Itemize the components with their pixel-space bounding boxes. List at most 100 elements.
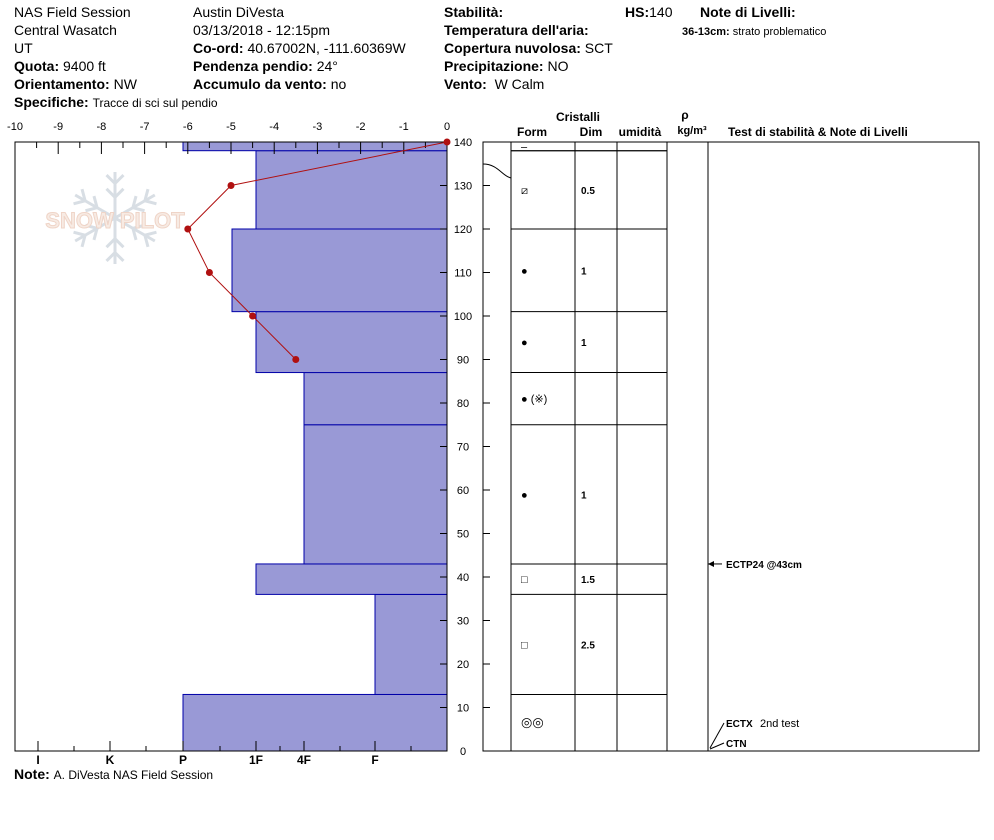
tests-header: Test di stabilità & Note di Livelli (728, 125, 908, 139)
depth-tick-label: 70 (457, 442, 469, 454)
temperature-point (249, 312, 257, 320)
snowflake-branch (85, 223, 98, 230)
layer-form: ● (521, 489, 528, 501)
layer-connector (482, 163, 512, 179)
test-arrow (709, 722, 725, 749)
snowflake-arm (114, 216, 156, 243)
snowflake-branch (144, 230, 157, 237)
snowflake-branch (131, 227, 138, 241)
layer-form: ● (521, 265, 528, 277)
aspect-label: Orientamento: (14, 76, 110, 92)
layer-size: 1 (581, 266, 587, 277)
slope-label: Pendenza pendio: (193, 58, 313, 74)
temperature-point (227, 182, 235, 189)
layer-rows: – ⧄ 0.5 ● 1 ● 1 ● (※) ● 1 □ 1.5 □ 2.5 ◎◎ (511, 141, 667, 730)
snowflake-arm (74, 193, 116, 220)
hardness-axis: I K P 1F 4F F (36, 741, 412, 767)
hardness-layer (374, 593, 448, 695)
temp-tick-label: 0 (444, 121, 450, 133)
snowflake-branch (105, 173, 117, 185)
snowflake-branch (80, 188, 87, 202)
temp-tick-label: -10 (7, 121, 23, 133)
moisture-header: umidità (619, 125, 662, 139)
snowflake-branch (131, 195, 138, 209)
layer-size: 1.5 (581, 575, 595, 586)
temp-tick-label: -5 (226, 121, 236, 133)
cloud-value: SCT (584, 40, 613, 56)
layer-note: 36-13cm: strato problematico (682, 24, 826, 41)
layer-form: □ (521, 639, 528, 651)
elevation: Quota: 9400 ft (14, 58, 106, 75)
wind-loading: Accumulo da vento: no (193, 76, 346, 93)
layer-form: ● (※) (521, 394, 547, 406)
hardness-layer (255, 563, 448, 595)
snowflake-arm (74, 216, 116, 243)
watermark-text: SNOW PILOT (45, 208, 185, 233)
snowflake-branch (73, 199, 86, 206)
snowflake-branch (113, 251, 125, 263)
layer-size: 1 (581, 338, 587, 349)
snowflake-branch (85, 206, 98, 213)
hardness-layer (182, 693, 448, 752)
form-header: Form (517, 125, 547, 139)
crystals-header: Cristalli (556, 110, 600, 124)
test-arrow (709, 742, 725, 750)
snowflake-branch (132, 223, 145, 230)
depth-tick-label: 50 (457, 529, 469, 541)
depth-tick-label: 120 (454, 224, 472, 236)
hardness-layer (182, 141, 448, 152)
layer-size: 1 (581, 490, 587, 501)
temp-tick-label: -4 (269, 121, 279, 133)
snowflake-icon (73, 172, 157, 264)
test-extra: 2nd test (760, 718, 799, 730)
snowflake-branch (113, 237, 125, 249)
temp-tick-label: -1 (399, 121, 409, 133)
depth-tick-label: 140 (454, 137, 472, 149)
depth-tick-label: 60 (457, 485, 469, 497)
snowflake-branch (143, 188, 150, 202)
wind-label: Vento: (444, 76, 487, 92)
hs: HS:140 (625, 4, 672, 21)
depth-axis: 0 10 20 30 40 50 60 70 80 90 100 110 120 130 140 (440, 137, 490, 758)
hardness-tick-label: K (106, 753, 115, 767)
footer-note: Note: A. DiVesta NAS Field Session (14, 766, 213, 784)
specifics: Specifiche: Tracce di sci sul pendio (14, 94, 218, 112)
temp-tick-label: -2 (356, 121, 366, 133)
rho-header: ρ (681, 108, 688, 122)
hardness-tick-label: P (179, 753, 187, 767)
layer-form: ● (521, 337, 528, 349)
temp-tick-label: -8 (97, 121, 107, 133)
depth-tick-label: 20 (457, 659, 469, 671)
temp-tick-label: -9 (53, 121, 63, 133)
temperature-point (443, 138, 451, 146)
precip-value: NO (547, 58, 569, 74)
table-border (482, 141, 980, 752)
coord-value: 40.67002N, -111.60369W (247, 40, 406, 56)
coordinates: Co-ord: 40.67002N, -111.60369W (193, 40, 406, 57)
test-label: ECTP24 @43cm (726, 560, 802, 571)
depth-tick-label: 90 (457, 355, 469, 367)
note-value: A. DiVesta NAS Field Session (53, 768, 214, 782)
observer: Austin DiVesta (193, 4, 285, 20)
coord-label: Co-ord: (193, 40, 244, 56)
location-name: NAS Field Session (14, 4, 131, 20)
wind-loading-label: Accumulo da vento: (193, 76, 327, 92)
snowflake-branch (92, 227, 99, 241)
size-header: Dim (580, 125, 603, 139)
snowflake-branch (143, 234, 150, 248)
stability: Stabilità: (444, 4, 503, 21)
layer-form: ◎◎ (521, 715, 544, 730)
snowpilot-watermark: SNOW PILOT (45, 172, 186, 264)
hardness-tick-label: F (371, 753, 378, 767)
temperature-point (292, 356, 300, 363)
elevation-label: Quota: (14, 58, 60, 74)
hardness-layers (182, 141, 448, 752)
air-temp: Temperatura dell'aria: (444, 22, 589, 39)
precipitation: Precipitazione: NO (444, 58, 568, 75)
snowflake-branch (144, 199, 157, 206)
snowflake-branch (105, 237, 117, 249)
depth-tick-label: 130 (454, 181, 472, 193)
hardness-layer (303, 424, 448, 565)
temp-tick-label: -7 (140, 121, 150, 133)
